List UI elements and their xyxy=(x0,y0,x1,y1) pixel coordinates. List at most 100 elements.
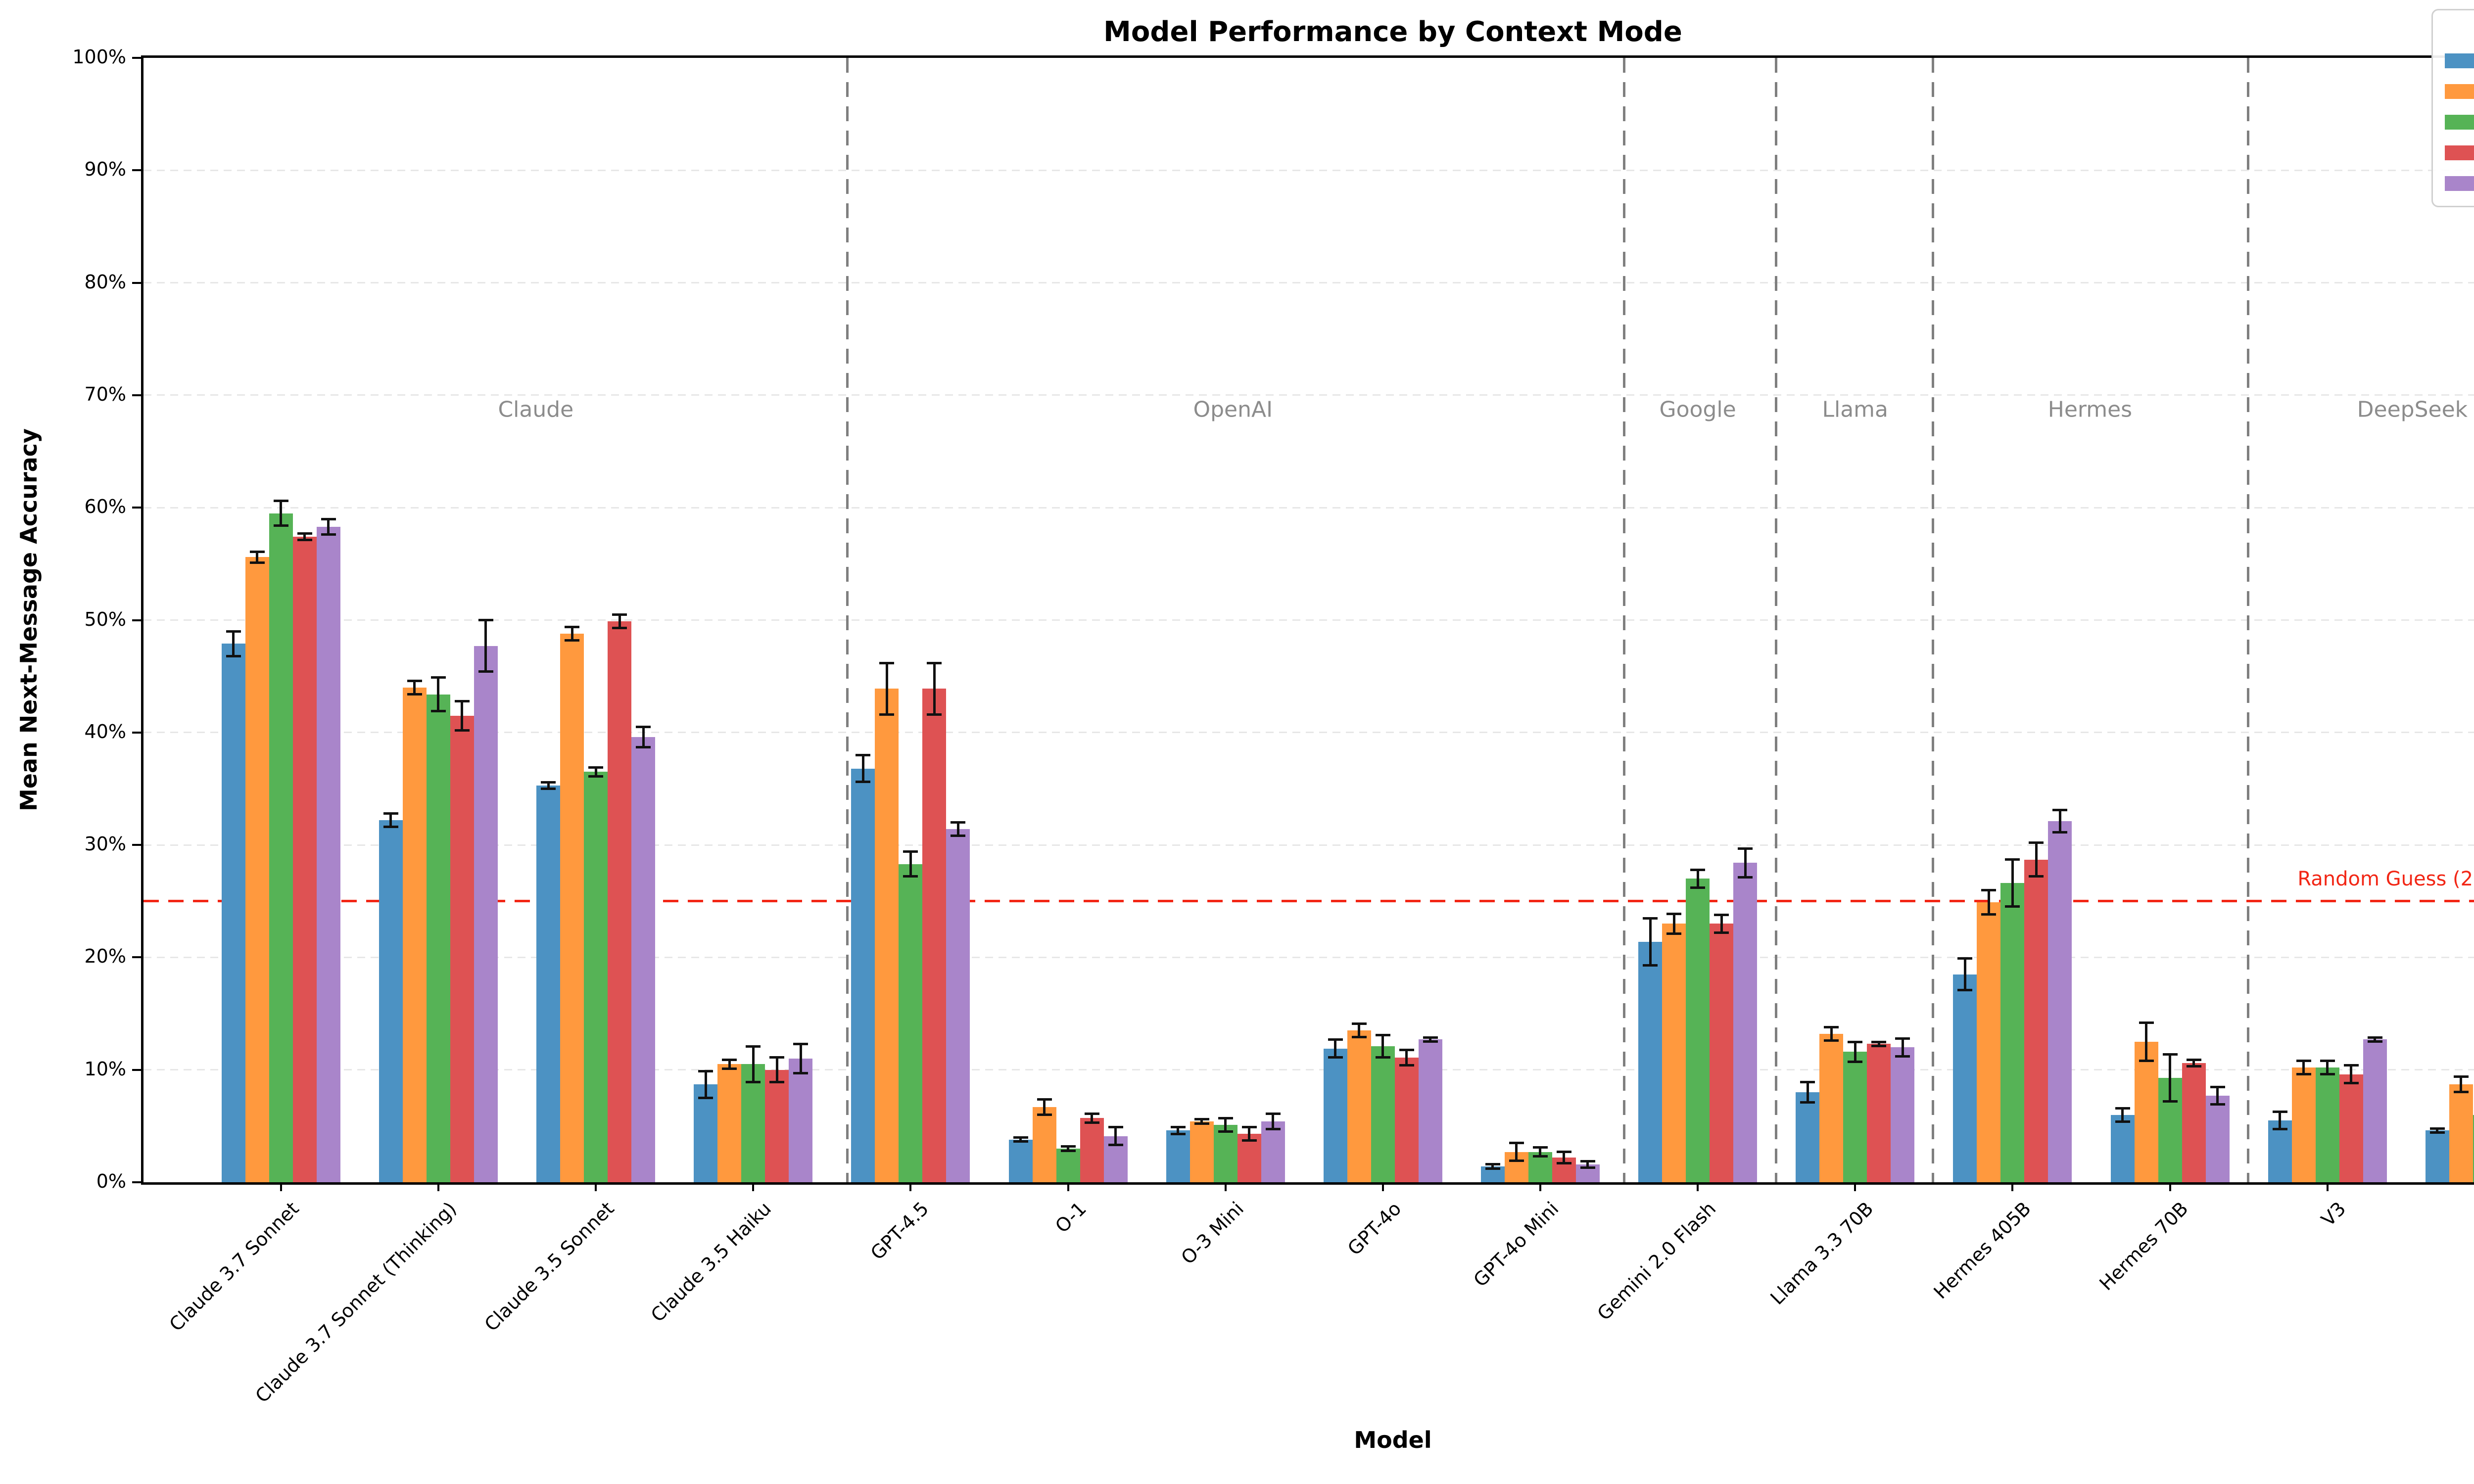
error-bar-cap-bottom xyxy=(1351,1036,1367,1039)
error-bar-cap-bottom xyxy=(1738,876,1753,879)
error-bar-cap-top xyxy=(2115,1107,2130,1110)
error-bar-line xyxy=(232,630,235,657)
bar-100-raw xyxy=(1237,1134,1261,1182)
error-bar-cap-top xyxy=(1328,1038,1343,1041)
error-bar-line xyxy=(1877,1040,1880,1048)
error-bar-cap-top xyxy=(1399,1048,1414,1051)
x-tick-mark xyxy=(437,1182,439,1191)
error-bar-cap-bottom xyxy=(1556,1161,1571,1164)
error-bar-line xyxy=(594,766,597,778)
error-bar-cap-bottom xyxy=(1895,1055,1910,1058)
error-bar-line xyxy=(642,726,645,748)
error-bar-cap-bottom xyxy=(1060,1149,1076,1152)
error-bar xyxy=(454,699,470,732)
error-bar-cap-bottom xyxy=(407,693,422,696)
error-bar-cap-bottom xyxy=(2162,1100,2178,1103)
error-bar-line xyxy=(1067,1145,1069,1152)
error-bar-line xyxy=(303,532,306,542)
bar-50-summary xyxy=(741,1064,765,1182)
error-bar-line xyxy=(2121,1107,2124,1123)
error-bar xyxy=(2272,1110,2287,1131)
y-gridline xyxy=(143,732,2474,734)
error-bar xyxy=(273,500,288,527)
error-bar xyxy=(2115,1107,2130,1123)
error-bar-line xyxy=(1586,1159,1589,1169)
error-bar-cap-top xyxy=(1848,1040,1863,1043)
legend-color-swatch xyxy=(2444,53,2474,68)
error-bar xyxy=(2005,858,2020,908)
bar-no-context xyxy=(1166,1130,1190,1182)
bar-100-summary xyxy=(1418,1039,1442,1182)
y-gridline xyxy=(143,844,2474,846)
error-bar-line xyxy=(2192,1058,2195,1068)
error-bar-cap-bottom xyxy=(273,524,288,527)
error-bar-cap-bottom xyxy=(769,1080,785,1083)
error-bar xyxy=(1666,912,1682,935)
y-gridline xyxy=(143,1069,2474,1071)
legend-entry: 50 Summary xyxy=(2444,111,2474,134)
error-bar-cap-bottom xyxy=(1241,1139,1257,1142)
error-bar-cap-bottom xyxy=(565,639,580,642)
error-bar xyxy=(297,532,312,542)
y-tick-mark xyxy=(132,844,141,846)
error-bar xyxy=(1643,917,1658,967)
error-bar-cap-top xyxy=(2005,858,2020,861)
bar-100-raw xyxy=(1710,924,1734,1182)
y-tick-label: 90% xyxy=(84,158,126,181)
provider-divider-line xyxy=(1932,58,1935,1182)
bar-50-raw xyxy=(1347,1030,1371,1182)
error-bar-cap-top xyxy=(2320,1060,2335,1063)
error-bar-cap-top xyxy=(321,517,336,520)
error-bar-cap-bottom xyxy=(1194,1122,1209,1125)
bar-50-summary xyxy=(1056,1148,1080,1182)
error-bar-cap-bottom xyxy=(2320,1073,2335,1076)
error-bar-cap-bottom xyxy=(1643,964,1658,967)
error-bar-line xyxy=(1963,957,1966,991)
error-bar-cap-top xyxy=(1580,1159,1595,1162)
bar-50-raw xyxy=(2134,1041,2158,1182)
error-bar xyxy=(2029,841,2044,878)
error-bar-line xyxy=(1649,917,1652,967)
error-bar-cap-top xyxy=(879,661,895,664)
error-bar-cap-top xyxy=(430,676,446,679)
error-bar-cap-top xyxy=(1666,912,1682,915)
error-bar xyxy=(1399,1048,1414,1067)
bar-no-context xyxy=(221,644,245,1182)
error-bar xyxy=(2367,1036,2382,1043)
error-bar xyxy=(321,517,336,536)
error-bar-line xyxy=(2374,1036,2377,1043)
error-bar-line xyxy=(1405,1048,1408,1067)
error-bar-cap-bottom xyxy=(2453,1091,2469,1094)
error-bar-cap-bottom xyxy=(1265,1128,1281,1131)
error-bar-line xyxy=(1491,1163,1494,1170)
error-bar xyxy=(793,1043,809,1074)
x-axis-title: Model xyxy=(1354,1427,1432,1453)
error-bar-cap-bottom xyxy=(1170,1132,1186,1135)
x-tick-mark xyxy=(1381,1182,1384,1191)
error-bar-cap-bottom xyxy=(856,781,871,784)
error-bar-cap-bottom xyxy=(722,1067,737,1070)
error-bar-cap-top xyxy=(1108,1126,1123,1129)
error-bar-line xyxy=(1539,1146,1542,1158)
error-bar-cap-bottom xyxy=(1037,1113,1052,1116)
bar-50-summary xyxy=(2473,1114,2474,1182)
bar-100-summary xyxy=(2363,1039,2387,1182)
error-bar xyxy=(565,625,580,642)
error-bar-line xyxy=(389,812,392,829)
bar-100-raw xyxy=(1394,1057,1419,1182)
bar-50-raw xyxy=(402,687,427,1182)
error-bar-cap-top xyxy=(1871,1040,1887,1043)
error-bar xyxy=(2162,1053,2178,1103)
legend-entry: 50 Raw xyxy=(2444,80,2474,103)
error-bar-cap-top xyxy=(2367,1036,2382,1039)
error-bar-cap-top xyxy=(226,630,241,633)
error-bar-line xyxy=(1830,1026,1833,1042)
provider-group-label: Llama xyxy=(1822,397,1889,422)
error-bar xyxy=(698,1069,714,1099)
error-bar-cap-top xyxy=(588,766,604,769)
x-tick-label: Hermes 70B xyxy=(2095,1198,2192,1295)
bar-no-context xyxy=(851,768,875,1182)
error-bar-cap-top xyxy=(2429,1127,2445,1130)
error-bar-cap-top xyxy=(1957,957,1973,960)
